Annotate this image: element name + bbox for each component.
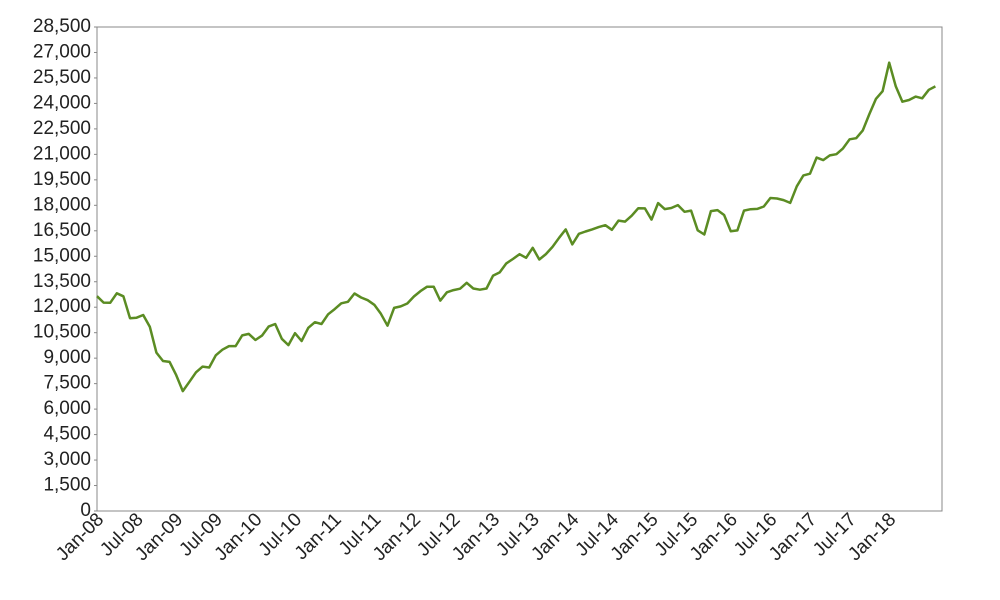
y-tick-label: 22,500 — [33, 118, 91, 139]
y-tick-label: 10,500 — [33, 322, 91, 343]
y-tick-label: 6,000 — [43, 398, 91, 419]
plot-frame — [96, 26, 943, 512]
y-tick-label: 12,000 — [33, 296, 91, 317]
y-tick-label: 9,000 — [43, 347, 91, 368]
y-tick-label: 28,500 — [33, 16, 91, 37]
y-tick-label: 4,500 — [43, 424, 91, 445]
y-tick-label: 7,500 — [43, 373, 91, 394]
y-tick-label: 15,000 — [33, 245, 91, 266]
data-line — [96, 61, 936, 393]
y-tick-label: 25,500 — [33, 67, 91, 88]
y-tick-label: 18,000 — [33, 194, 91, 215]
y-tick-label: 21,000 — [33, 143, 91, 164]
y-tick-label: 3,000 — [43, 449, 91, 470]
y-tick-label: 16,500 — [33, 220, 91, 241]
y-tick-label: 1,500 — [43, 475, 91, 496]
y-tick-label: 24,000 — [33, 92, 91, 113]
y-tick-label: 0 — [80, 500, 91, 521]
y-tick-label: 27,000 — [33, 41, 91, 62]
y-tick-label: 13,500 — [33, 271, 91, 292]
y-tick-label: 19,500 — [33, 169, 91, 190]
